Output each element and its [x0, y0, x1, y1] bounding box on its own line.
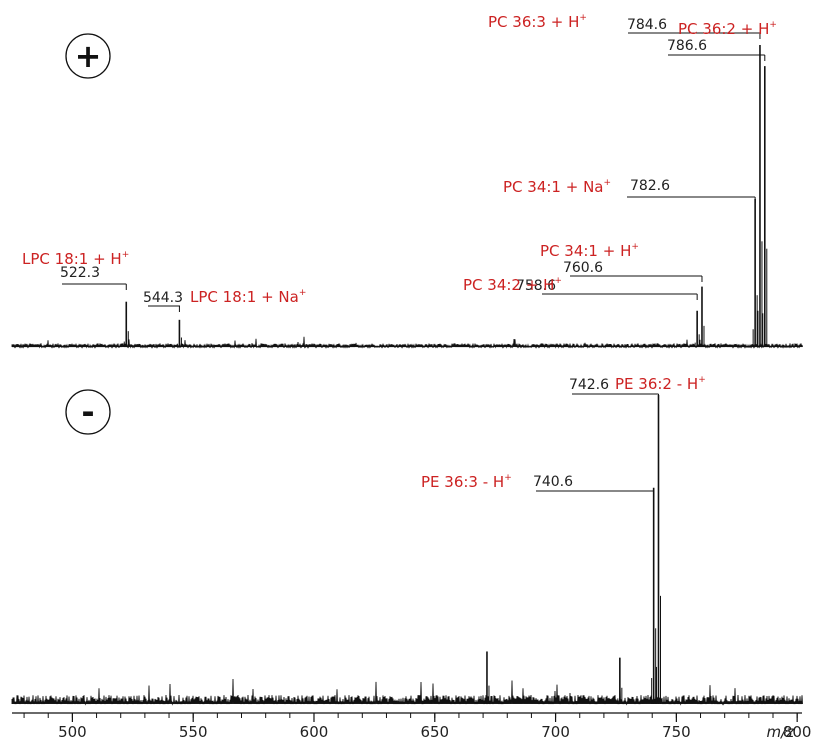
ion-mode-circle: [65, 389, 111, 435]
peak-label-bracket: [536, 490, 655, 497]
peak-annotation-label: PC 34:1 + H+: [540, 242, 639, 260]
peak-label-bracket: [668, 54, 766, 61]
peak-mz-label: 782.6: [630, 178, 670, 194]
ion-mode-circle: [65, 33, 111, 79]
negative-mode-panel: 740.6 PE 36:3 - H+ 742.6 PE 36:2 - H+ -: [11, 375, 803, 706]
x-tick-label: 550: [179, 723, 208, 740]
x-tick-label: 800: [783, 723, 812, 740]
x-tick-label: 500: [58, 723, 87, 740]
peak-label-bracket: [570, 275, 703, 282]
ion-mode-symbol: +: [75, 37, 102, 75]
peak-label-bracket: [62, 283, 127, 290]
peak-annotation-label: LPC 18:1 + H+: [22, 250, 129, 268]
x-axis-unit-label: m/z: [766, 723, 795, 740]
peak-mz-label: 760.6: [563, 260, 603, 276]
peak-label-bracket: [542, 293, 698, 300]
peak-annotation-label: PE 36:2 - H+: [615, 375, 706, 393]
x-tick-label: 750: [662, 723, 691, 740]
peak-mz-label: 742.6: [569, 377, 609, 393]
peak-mz-label: 786.6: [667, 38, 707, 54]
peak-annotation-label: LPC 18:1 + Na+: [190, 288, 306, 306]
ion-mode-symbol: -: [81, 393, 94, 431]
peak-label-bracket: [148, 305, 180, 312]
peak-label-bracket: [572, 393, 659, 400]
peak-mz-label: 758.6: [516, 278, 556, 294]
peak-label-bracket: [628, 32, 761, 39]
peak-mz-label: 784.6: [627, 17, 667, 33]
peak-annotation-label: PC 34:2 + H+: [463, 276, 562, 294]
peak-mz-label: 544.3: [143, 290, 183, 306]
peak-annotation-label: PE 36:3 - H+: [421, 473, 512, 491]
x-tick-label: 600: [300, 723, 329, 740]
x-tick-label: 700: [541, 723, 570, 740]
baseline-noise-trace: [11, 336, 803, 349]
peak-mz-label: 740.6: [533, 474, 573, 490]
peak-annotation-label: PC 36:3 + H+: [488, 13, 587, 31]
peak-label-bracket: [627, 196, 756, 203]
x-tick-label: 650: [420, 723, 449, 740]
peak-mz-label: 522.3: [60, 265, 100, 281]
peak-annotation-label: PC 36:2 + H+: [678, 20, 777, 38]
baseline-noise-trace: [11, 678, 803, 706]
peak-annotation-label: PC 34:1 + Na+: [503, 178, 611, 196]
